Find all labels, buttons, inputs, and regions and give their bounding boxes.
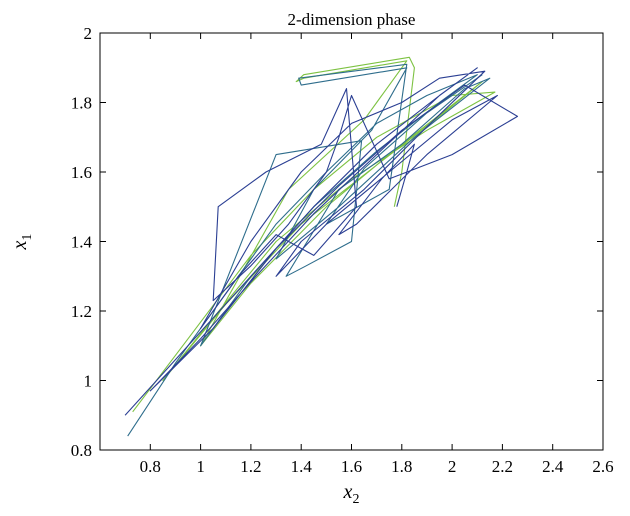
y-tick-label: 1: [84, 372, 93, 391]
x-tick-label: 2.6: [592, 457, 613, 476]
y-tick-label: 1.4: [71, 233, 93, 252]
x-tick-label: 1: [196, 457, 205, 476]
y-axis-ticks: 0.8 1 1.2 1.4 1.6 1.8 2: [71, 24, 603, 460]
x-axis-label-main: x: [343, 481, 353, 503]
x-tick-label: 1.6: [341, 457, 362, 476]
x-tick-label: 1.2: [240, 457, 261, 476]
y-axis-label-subscript: 1: [20, 234, 35, 241]
y-tick-label: 1.6: [71, 163, 92, 182]
chart-title: 2-dimension phase: [288, 10, 416, 29]
x-tick-label: 1.4: [291, 457, 313, 476]
y-tick-label: 0.8: [71, 441, 92, 460]
x-tick-label: 0.8: [140, 457, 161, 476]
x-tick-label: 1.8: [391, 457, 412, 476]
x-tick-label: 2.2: [492, 457, 513, 476]
x-tick-label: 2.4: [542, 457, 564, 476]
y-axis-label: x1: [9, 234, 35, 251]
y-tick-label: 1.2: [71, 302, 92, 321]
x-axis-label: x2: [343, 481, 360, 507]
x-axis-label-subscript: 2: [352, 492, 359, 507]
y-axis-label-main: x: [9, 240, 31, 250]
x-axis-ticks: 0.8 1 1.2 1.4 1.6 1.8 2 2.2 2.4 2.6: [140, 33, 614, 476]
x-tick-label: 2: [448, 457, 457, 476]
y-tick-label: 2: [84, 24, 93, 43]
y-tick-label: 1.8: [71, 94, 92, 113]
series-layer: [124, 56, 519, 437]
series-line-3: [124, 67, 519, 416]
